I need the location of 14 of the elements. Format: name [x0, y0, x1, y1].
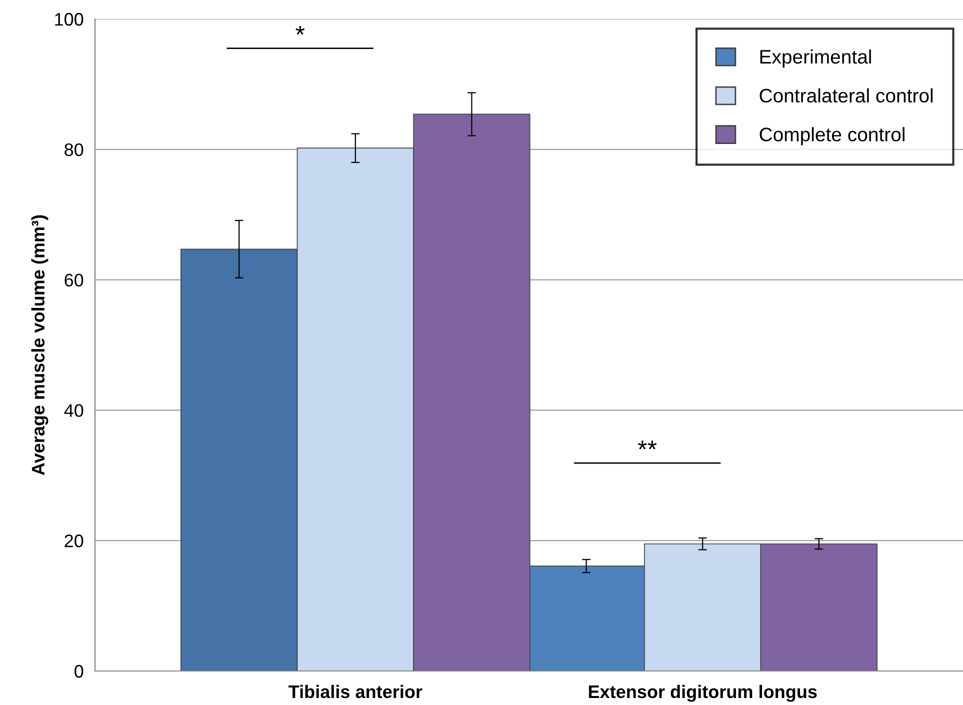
annotation: * [296, 26, 305, 35]
legend-label: Contralateral control [760, 88, 933, 103]
annotation: ** [638, 440, 657, 450]
x-tick-label: Extensor digitorum longus [588, 684, 817, 702]
legend-label: Experimental [760, 49, 871, 68]
y-tick-label: 40 [64, 404, 84, 417]
legend-label: Complete control [760, 127, 904, 146]
y-tick-label: 60 [64, 274, 84, 287]
y-tick-label: 0 [74, 664, 84, 678]
y-tick-label: 20 [64, 534, 84, 548]
y-tick-label: 80 [64, 143, 84, 156]
y-tick-label: 100 [55, 12, 84, 26]
x-tick-label: Tibialis anterior [288, 684, 422, 698]
y-axis-title: Average muscle volume (mm³) [31, 215, 48, 476]
